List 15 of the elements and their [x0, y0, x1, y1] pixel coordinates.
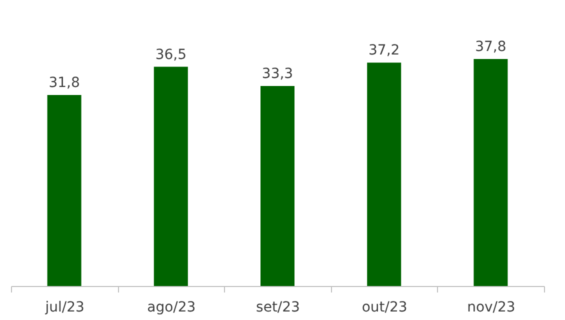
- data-label: 37,8: [475, 39, 506, 55]
- x-tick-label: out/23: [362, 300, 408, 316]
- bar: [260, 86, 294, 286]
- x-tick-label: ago/23: [147, 300, 196, 316]
- bar: [154, 66, 188, 286]
- x-tick-label: jul/23: [44, 300, 84, 316]
- data-label: 31,8: [48, 75, 80, 92]
- x-tick-label: set/23: [256, 300, 300, 316]
- data-label: 36,5: [155, 46, 186, 63]
- data-label: 33,3: [262, 66, 294, 82]
- bar: [47, 95, 82, 286]
- bar: [474, 59, 508, 286]
- x-tick-label: nov/23: [467, 300, 516, 316]
- data-label: 37,2: [368, 42, 400, 59]
- bar: [367, 62, 402, 286]
